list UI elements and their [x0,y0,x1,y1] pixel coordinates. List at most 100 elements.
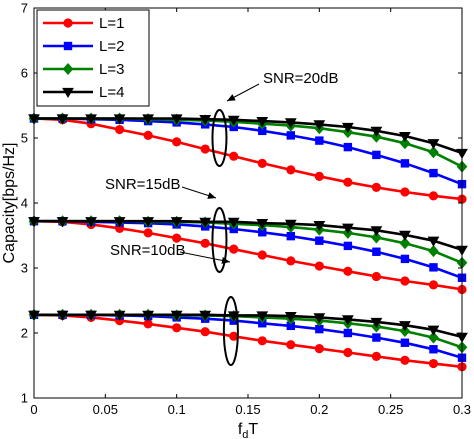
series-line-l1-group-2 [33,313,463,369]
data-point-l4-group-0 [256,117,269,128]
data-point-l1-group-1 [257,250,267,260]
data-point-l1-group-1 [343,266,353,276]
data-point-l1-group-0 [257,158,267,168]
data-point-l4-group-2 [113,310,126,321]
y-tick-label: 6 [21,66,28,81]
data-point-l3-group-1 [399,237,411,250]
data-point-l4-group-1 [313,220,326,232]
annotation-0: SNR=20dB [211,70,338,167]
series-line-l1-group-1 [33,219,463,291]
data-point-l4-group-1 [399,230,411,241]
data-point-l3-group-0 [399,137,411,150]
data-point-l4-group-1 [256,219,269,230]
data-point-l4-group-0 [313,120,326,131]
annotations: SNR=20dB SNR=15dB SNR=10dB [105,70,338,367]
data-point-l1-group-1 [200,238,210,248]
annotation-arrowhead [221,256,230,264]
data-point-l4-group-1 [284,219,297,230]
series-line-l4-group-1 [34,219,463,252]
data-point-l1-group-1 [314,261,324,271]
ticks: 0 0.05 0.1 0.15 0.2 0.25 0.3 1 2 3 4 5 6 7 [21,1,471,418]
data-point-l2-group-0 [286,131,295,140]
data-point-l1-group-1 [428,280,439,290]
data-point-l2-group-0 [429,168,438,178]
data-point-l1-group-0 [428,191,439,201]
data-point-l2-group-2 [400,338,410,347]
x-axis-title: fdT [238,421,259,439]
series-group-0 [28,112,468,204]
series-line-l4-group-0 [34,117,463,155]
legend-marker [62,62,74,76]
data-point-l1-group-2 [343,347,353,358]
annotation-label: SNR=20dB [263,70,338,87]
data-point-l4-group-0 [284,118,297,129]
legend: L=1 L=2 L=3 L=4 [36,9,150,107]
data-point-l4-group-1 [113,217,126,228]
legend-box [36,9,150,107]
data-point-l4-group-2 [427,325,440,336]
data-point-l2-group-1 [286,231,295,241]
data-point-l2-group-1 [343,241,353,251]
data-point-l1-group-1 [229,244,239,254]
x-tick-label: 0 [30,402,37,417]
legend-item: L=2 [43,38,124,55]
data-point-l1-group-2 [286,340,296,350]
data-point-l1-group-0 [400,187,410,197]
series-line-l4-group-2 [34,313,463,339]
data-point-l4-group-2 [256,311,269,322]
data-point-l1-group-1 [286,256,296,266]
data-point-l3-group-2 [428,331,439,344]
data-point-l1-group-0 [371,182,381,192]
x-axis-title-main: f [238,421,243,438]
annotation-ellipse [211,109,228,167]
data-point-l4-group-0 [427,139,440,150]
data-point-l1-group-0 [172,137,182,147]
data-point-l1-group-2 [314,343,324,354]
annotation-ellipse [222,296,239,367]
annotation-arrow [179,251,231,263]
data-point-l4-group-2 [370,317,383,328]
data-point-l4-group-2 [85,310,97,321]
legend-item: L=4 [43,84,124,101]
legend-marker [63,41,73,51]
data-point-l4-group-2 [199,310,212,321]
y-tick-label: 5 [21,131,28,146]
data-point-l2-group-0 [372,150,381,160]
y-tick-label: 1 [21,391,28,406]
data-point-l4-group-2 [142,310,155,321]
data-point-l4-group-2 [170,310,183,321]
data-point-l2-group-1 [429,263,438,272]
y-tick-label: 4 [21,196,28,211]
annotation-2: SNR=10dB [110,242,239,367]
data-point-l4-group-0 [227,115,240,126]
data-point-l2-group-1 [372,247,381,256]
data-point-l2-group-1 [315,236,324,245]
x-axis-title-sub: d [242,429,248,439]
data-point-l4-group-1 [170,217,183,228]
y-tick-label: 3 [21,261,28,276]
legend-label: L=3 [99,61,124,78]
data-point-l4-group-1 [227,217,240,228]
x-tick-label: 0.1 [168,402,186,417]
annotation-ellipse [211,207,228,274]
data-point-l1-group-1 [172,233,182,243]
data-point-l1-group-0 [229,151,239,161]
data-point-l4-group-0 [370,126,383,137]
data-point-l4-group-0 [199,115,212,126]
legend-label: L=1 [99,15,124,32]
legend-item: L=3 [43,61,124,78]
data-point-l4-group-2 [56,310,69,321]
data-point-l4-group-0 [113,114,126,125]
data-point-l4-group-0 [341,122,354,133]
data-point-l3-group-1 [428,245,439,258]
data-point-l1-group-1 [143,228,153,238]
data-point-l1-group-0 [200,144,210,154]
legend-marker [62,87,74,98]
data-point-l4-group-2 [284,311,297,323]
x-axis-title-suffix: T [248,421,258,438]
annotation-label: SNR=10dB [110,242,185,259]
legend-label: L=2 [99,38,124,55]
data-point-l1-group-2 [257,336,267,346]
data-point-l4-group-2 [313,313,326,324]
